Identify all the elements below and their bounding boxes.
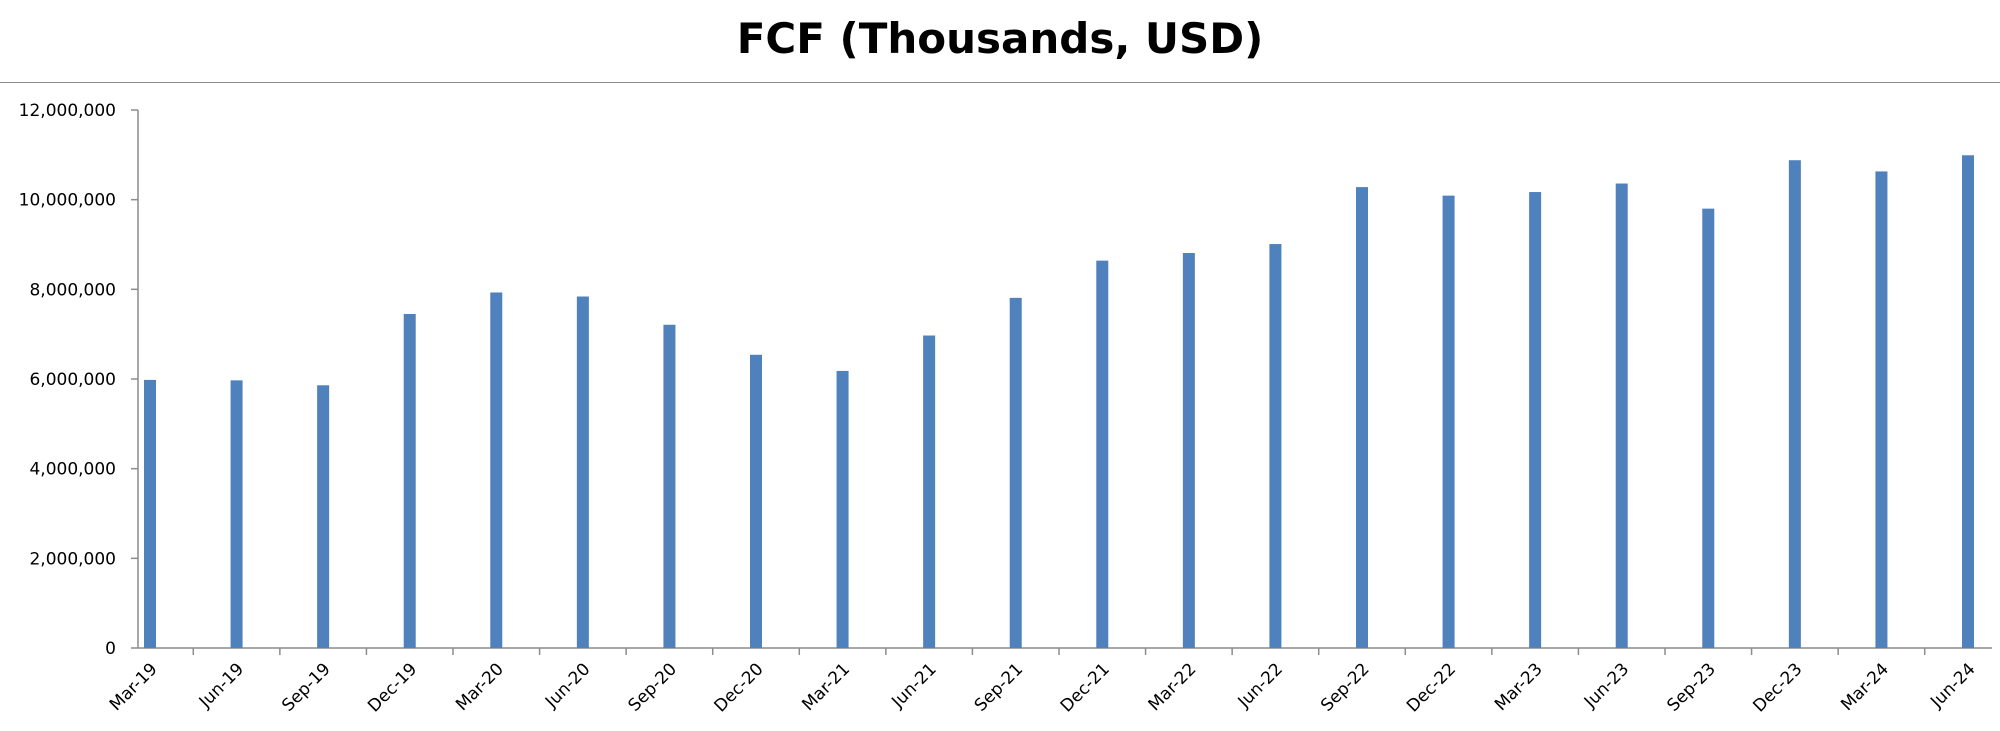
y-tick-label: 8,000,000 bbox=[29, 280, 116, 300]
bar-dec-23 bbox=[1788, 160, 1801, 649]
bar-jun-22 bbox=[1269, 244, 1282, 648]
bar-mar-19 bbox=[144, 379, 156, 648]
chart-title: FCF (Thousands, USD) bbox=[736, 14, 1264, 63]
bar-sep-21 bbox=[1009, 297, 1022, 648]
x-tick-label: Jun-23 bbox=[1580, 659, 1633, 712]
x-tick-label: Mar-21 bbox=[798, 659, 854, 715]
bar-dec-22 bbox=[1442, 195, 1455, 649]
y-tick-label: 2,000,000 bbox=[29, 549, 116, 569]
x-tick-label: Jun-24 bbox=[1926, 659, 1979, 712]
bar-mar-21 bbox=[836, 370, 849, 648]
x-tick-label: Mar-19 bbox=[106, 659, 162, 715]
x-tick-label: Jun-21 bbox=[887, 659, 940, 712]
y-tick-label: 4,000,000 bbox=[29, 460, 116, 480]
x-tick-label: Mar-23 bbox=[1491, 659, 1547, 715]
x-tick-label: Mar-22 bbox=[1145, 659, 1201, 715]
x-tick-label: Sep-22 bbox=[1317, 659, 1373, 715]
y-tick-label: 6,000,000 bbox=[29, 370, 116, 390]
bar-sep-20 bbox=[663, 324, 676, 648]
bar-mar-20 bbox=[490, 292, 503, 648]
bar-jun-21 bbox=[923, 335, 936, 648]
bar-sep-22 bbox=[1356, 187, 1368, 648]
title-divider bbox=[0, 82, 2000, 83]
x-tick-label: Dec-21 bbox=[1057, 659, 1114, 716]
x-tick-label: Mar-20 bbox=[452, 659, 508, 715]
x-tick-label: Jun-20 bbox=[541, 659, 594, 712]
bar-jun-24 bbox=[1962, 155, 1974, 648]
x-tick-label: Dec-23 bbox=[1749, 659, 1806, 716]
y-tick-label: 0 bbox=[105, 639, 116, 659]
x-tick-label: Dec-20 bbox=[710, 659, 767, 716]
x-tick-label: Mar-24 bbox=[1837, 659, 1893, 715]
bar-mar-24 bbox=[1875, 171, 1888, 648]
x-tick-label: Sep-20 bbox=[625, 659, 681, 715]
bar-dec-21 bbox=[1096, 260, 1109, 648]
bar-sep-19 bbox=[317, 385, 330, 648]
bar-series bbox=[144, 155, 1974, 649]
x-tick-label: Sep-21 bbox=[971, 659, 1027, 715]
bar-mar-22 bbox=[1182, 253, 1195, 649]
y-tick-label: 10,000,000 bbox=[19, 191, 116, 211]
x-tick-label: Jun-22 bbox=[1234, 659, 1287, 712]
bar-dec-19 bbox=[403, 313, 416, 648]
bar-jun-23 bbox=[1615, 183, 1628, 648]
bar-jun-19 bbox=[230, 380, 243, 648]
bar-jun-20 bbox=[576, 296, 589, 648]
y-axis-ticks: 0 2,000,000 4,000,000 6,000,000 8,000,000 10,… bbox=[19, 101, 138, 659]
x-axis-ticks: Mar-19 Jun-19 Sep-19 Dec-19 Mar-20 Jun-20 Sep-… bbox=[106, 648, 1980, 716]
x-tick-label: Jun-19 bbox=[195, 659, 248, 712]
x-tick-label: Sep-23 bbox=[1663, 659, 1719, 715]
x-tick-label: Sep-19 bbox=[278, 659, 334, 715]
bar-dec-20 bbox=[750, 354, 762, 648]
x-tick-label: Dec-22 bbox=[1403, 659, 1460, 716]
bar-sep-23 bbox=[1702, 208, 1715, 648]
y-tick-label: 12,000,000 bbox=[19, 101, 116, 121]
x-tick-label: Dec-19 bbox=[364, 659, 421, 716]
bar-mar-23 bbox=[1529, 192, 1542, 649]
